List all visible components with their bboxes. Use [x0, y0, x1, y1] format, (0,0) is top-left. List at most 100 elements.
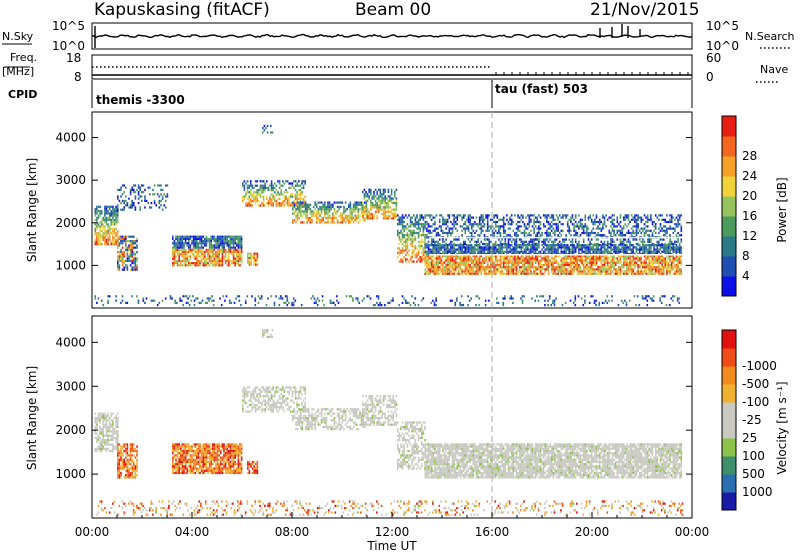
- power-cell: [472, 216, 475, 219]
- power-cell: [634, 257, 636, 260]
- power-cell: [459, 242, 462, 246]
- power-cell: [630, 268, 633, 271]
- power-cell: [571, 261, 574, 264]
- power-cell: [467, 214, 470, 217]
- power-cell: [574, 220, 577, 224]
- power-cell: [298, 193, 300, 196]
- power-cell: [506, 246, 508, 249]
- power-cell: [478, 234, 481, 237]
- power-cell: [113, 218, 116, 222]
- power-cell: [536, 234, 539, 237]
- power-cell: [552, 246, 555, 249]
- power-cell: [384, 204, 386, 207]
- power-cell: [618, 272, 620, 275]
- power-cell: [242, 200, 244, 203]
- power-cell: [528, 216, 531, 219]
- power-cell: [512, 220, 515, 224]
- power-cell: [125, 235, 127, 238]
- power-cell: [578, 248, 580, 251]
- power-cell: [94, 210, 97, 213]
- power-cell: [627, 257, 630, 260]
- power-cell: [125, 242, 127, 245]
- power-cell: [592, 259, 595, 262]
- power-cell: [637, 272, 639, 275]
- power-cell: [640, 227, 643, 230]
- power-cell: [650, 244, 652, 247]
- power-cell: [376, 201, 378, 205]
- power-cell: [590, 255, 593, 258]
- power-cell: [96, 234, 98, 237]
- power-cell: [435, 252, 438, 256]
- power-cell: [443, 250, 446, 253]
- power-cell: [626, 270, 628, 273]
- power-cell: [493, 272, 495, 275]
- power-cell: [442, 246, 444, 249]
- power-cell: [557, 227, 559, 230]
- power-cell: [125, 264, 127, 267]
- power-cell: [643, 259, 646, 262]
- power-cell: [422, 234, 425, 237]
- power-cell: [394, 217, 396, 220]
- power-cell: [216, 246, 219, 249]
- power-cell: [635, 229, 638, 232]
- power-cell: [662, 238, 665, 241]
- power-cell: [438, 238, 441, 241]
- power-cell: [534, 225, 537, 228]
- power-cell: [251, 254, 254, 257]
- power-cell: [379, 193, 382, 196]
- power-cell: [474, 246, 476, 249]
- power-cell: [458, 252, 460, 256]
- power-cell: [365, 214, 368, 217]
- power-cell: [411, 260, 413, 263]
- power-cell: [100, 243, 103, 246]
- power-cell: [624, 257, 627, 260]
- power-cell: [196, 237, 198, 240]
- power-cell: [285, 191, 287, 194]
- power-cell: [653, 225, 655, 228]
- power-cell: [450, 261, 452, 264]
- power-cell: [490, 225, 492, 228]
- power-cell: [453, 244, 455, 247]
- power-cell: [409, 258, 412, 261]
- power-cell: [115, 234, 117, 237]
- power-cell: [675, 272, 678, 275]
- power-cell: [397, 223, 399, 226]
- power-cell: [306, 210, 308, 213]
- power-cell: [590, 270, 593, 273]
- power-cell: [472, 261, 475, 264]
- power-cell: [565, 268, 567, 271]
- power-cell: [186, 259, 188, 262]
- power-cell: [360, 203, 363, 206]
- power-cell: [634, 266, 636, 269]
- power-cell: [632, 257, 635, 260]
- power-cell: [94, 234, 97, 237]
- power-cell: [642, 242, 644, 246]
- power-cell: [435, 270, 438, 273]
- power-cell: [199, 242, 201, 245]
- power-cell: [413, 251, 415, 254]
- power-cell: [584, 250, 587, 253]
- power-cell: [677, 223, 679, 226]
- power-cell: [435, 272, 438, 275]
- power-cell: [387, 188, 390, 191]
- power-cell: [129, 251, 132, 254]
- power-cell: [429, 250, 431, 253]
- power-cell: [409, 234, 412, 237]
- power-cell: [250, 257, 252, 260]
- power-cell: [557, 270, 559, 273]
- power-cell: [526, 259, 529, 262]
- power-cell: [430, 252, 433, 256]
- power-cell: [536, 242, 539, 246]
- power-cell: [499, 248, 502, 251]
- power-cell: [210, 259, 212, 262]
- power-cell: [659, 268, 662, 271]
- power-cell: [634, 231, 636, 235]
- power-cell: [121, 255, 124, 258]
- power-cell: [129, 248, 132, 251]
- power-cell: [340, 214, 342, 217]
- power-cell: [643, 248, 646, 251]
- power-cell: [403, 229, 405, 232]
- power-cell: [571, 216, 574, 219]
- power-cell: [446, 218, 449, 221]
- power-cell: [638, 259, 641, 262]
